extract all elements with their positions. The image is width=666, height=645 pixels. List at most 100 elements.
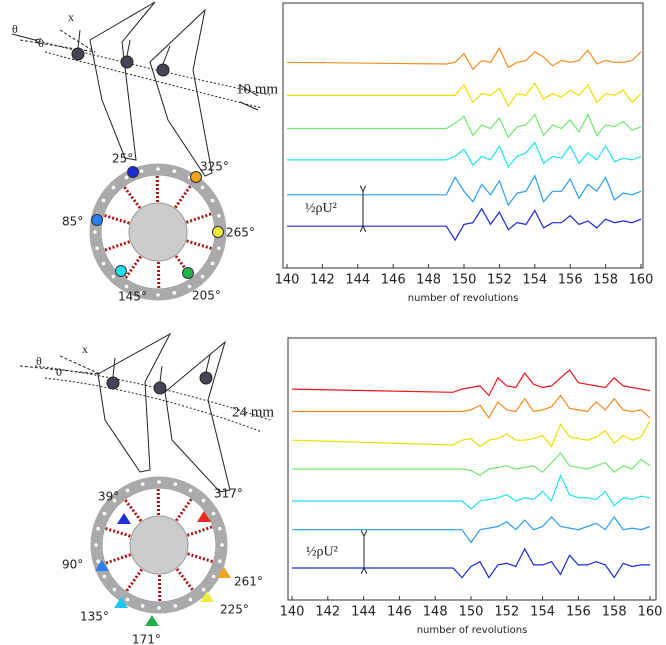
ring-hole [139, 169, 144, 173]
ring-hole [220, 543, 224, 547]
x-tick-label: 148 [416, 273, 441, 288]
spoke [175, 568, 194, 591]
ring-hole [102, 574, 107, 579]
ring-hole [125, 597, 130, 602]
ring-hole [200, 185, 205, 190]
x-tick-label: 148 [423, 605, 448, 620]
spoke [186, 525, 213, 537]
ring-hole [188, 597, 193, 602]
scale-label: ½ρU² [305, 201, 337, 216]
gap-label: 10 mm [236, 81, 278, 97]
angle-label: 171° [132, 633, 161, 645]
x-tick-label: 146 [387, 605, 412, 620]
x-tick-label: 140 [280, 605, 305, 620]
trace [292, 547, 650, 579]
trace [292, 394, 651, 420]
x-tick-label: 156 [566, 605, 591, 620]
ring-hole [157, 606, 161, 610]
ring-hole [172, 169, 177, 173]
x-tick-label: 158 [593, 273, 618, 288]
ring-hole [101, 261, 106, 266]
ring-hole [112, 498, 117, 503]
spoke [186, 239, 212, 250]
x-tick-label: 152 [487, 273, 512, 288]
x-tick-label: 160 [638, 605, 663, 620]
ring-hole [218, 559, 222, 564]
origin-label: 0 [38, 36, 44, 50]
ring-hole [218, 526, 222, 531]
ring-hole [173, 604, 178, 608]
theta-label: θ [36, 354, 42, 368]
trace [291, 369, 651, 397]
ring-hole [188, 488, 193, 493]
x-tick-label: 144 [351, 605, 376, 620]
trace [292, 452, 651, 477]
ring-hole [124, 284, 129, 289]
plot-frame [287, 337, 657, 601]
angle-label: 205° [192, 289, 221, 303]
ring-hole [187, 284, 192, 289]
trace [287, 113, 642, 139]
sensor [200, 591, 214, 602]
ring-hole [95, 246, 99, 251]
x-label: x [82, 342, 88, 356]
spoke [124, 499, 143, 522]
ring-hole [217, 213, 221, 218]
spoke [187, 552, 213, 563]
sensor [197, 511, 211, 522]
theta-label: θ [12, 22, 18, 36]
x-tick-label: 142 [315, 605, 340, 620]
ring-hole [201, 587, 206, 592]
x-axis-label: number of revolutions [408, 293, 519, 304]
ring-hole [211, 511, 216, 516]
sensor [217, 567, 231, 578]
x-tick-label: 152 [494, 605, 519, 620]
sensor [190, 171, 202, 183]
ring-hole [124, 175, 129, 180]
ring-hole [172, 291, 177, 295]
ring-hole [96, 559, 100, 564]
sensor [212, 226, 224, 238]
sensor [117, 513, 131, 524]
spoke [124, 255, 142, 279]
spoke [185, 212, 212, 224]
angle-label: 135° [80, 610, 109, 624]
angle-label: 25° [112, 152, 133, 166]
blade-sketch-top [11, 1, 271, 177]
angle-label: 90° [62, 558, 83, 572]
ring-hole [201, 498, 206, 503]
ring-hole [102, 511, 107, 516]
trace [292, 473, 651, 510]
ring-hole [94, 543, 98, 547]
ring-hole [217, 246, 221, 251]
plot-frame [282, 2, 644, 269]
ring-hole [111, 274, 116, 279]
spoke [104, 214, 130, 225]
angle-label: 317° [214, 487, 243, 501]
x-tick-label: 156 [558, 273, 583, 288]
sensor [182, 267, 194, 279]
angle-label: 39° [98, 490, 119, 504]
angle-label: 85° [62, 215, 83, 229]
x-tick-label: 142 [310, 273, 335, 288]
ring-hole [211, 574, 216, 579]
trace [287, 82, 642, 108]
ring-hole [140, 482, 145, 486]
gap-label: 24 mm [232, 404, 274, 420]
ring-hole [140, 604, 145, 608]
x-tick-label: 154 [522, 273, 547, 288]
spoke [105, 527, 131, 538]
ring-hole [210, 261, 215, 266]
x-tick-label: 150 [452, 273, 477, 288]
x-tick-label: 144 [345, 273, 370, 288]
spoke [175, 498, 193, 522]
spoke [104, 240, 131, 252]
ring-hole [200, 274, 205, 279]
ring-hole [156, 167, 160, 171]
x-tick-label: 158 [602, 605, 627, 620]
ring-hole [125, 488, 130, 493]
ring-hole [139, 291, 144, 295]
sensor [114, 597, 128, 608]
sensor [95, 560, 109, 571]
